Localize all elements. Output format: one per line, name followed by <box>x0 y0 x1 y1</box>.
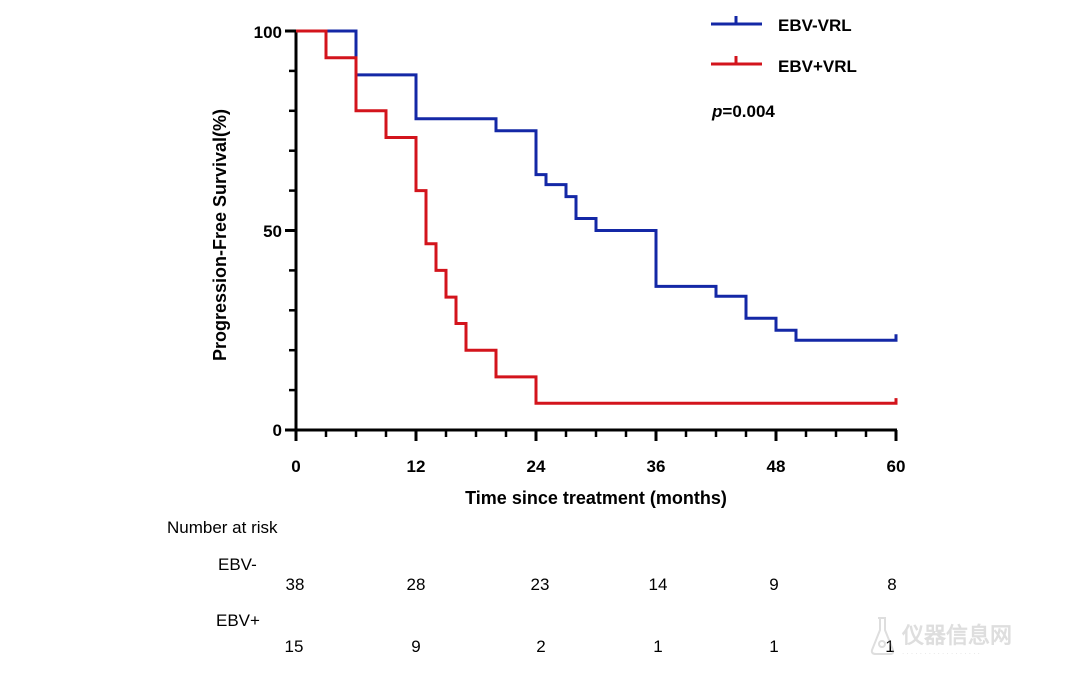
x-tick-label: 36 <box>647 457 666 476</box>
watermark-logo: 仪器信息网 · · · · · · · · · · · · · · · · · … <box>870 617 1012 658</box>
y-tick-label: 0 <box>273 421 282 440</box>
flask-icon <box>870 617 895 655</box>
y-axis-title: Progression-Free Survival(%) <box>210 109 230 361</box>
risk-count: 2 <box>536 637 546 656</box>
legend-label-ebv-minus: EBV-VRL <box>778 16 852 35</box>
legend-label-ebv-plus: EBV+VRL <box>778 57 857 76</box>
risk-count: 1 <box>653 637 663 656</box>
watermark-subtext-decoration: · · · · · · · · · · · · · · · · · · <box>902 650 980 658</box>
risk-count: 1 <box>769 637 779 656</box>
x-tick-label: 0 <box>291 457 300 476</box>
risk-count: 9 <box>769 575 779 594</box>
x-tick-label: 48 <box>767 457 786 476</box>
p-value-number: =0.004 <box>722 102 775 121</box>
risk-group-label-ebv-plus: EBV+ <box>216 611 260 630</box>
y-minor-ticks <box>289 69 296 392</box>
x-axis-title: Time since treatment (months) <box>465 488 727 508</box>
p-value-symbol: p <box>711 102 722 121</box>
risk-count: 14 <box>648 575 668 594</box>
risk-table-title: Number at risk <box>167 518 278 537</box>
x-minor-ticks <box>324 430 868 437</box>
series-line-ebv-plus <box>296 29 898 405</box>
risk-count: 1 <box>885 637 895 656</box>
x-tick-label: 12 <box>407 457 426 476</box>
x-major-ticks <box>294 430 898 441</box>
risk-count: 9 <box>411 637 421 656</box>
x-tick-label: 24 <box>527 457 546 476</box>
y-major-ticks <box>285 29 296 432</box>
legend: EBV-VRL EBV+VRL <box>711 16 857 76</box>
watermark-text: 仪器信息网 <box>901 623 1012 649</box>
risk-count: 15 <box>284 637 304 656</box>
p-value-annotation: p=0.004 <box>711 102 775 121</box>
risk-group-label-ebv-minus: EBV- <box>218 555 257 574</box>
risk-count: 38 <box>285 575 305 594</box>
x-tick-label: 60 <box>887 457 906 476</box>
km-chart: 100 50 0 0 12 24 36 48 60 Time since tre… <box>210 16 906 508</box>
risk-count: 8 <box>887 575 897 594</box>
risk-count: 28 <box>406 575 426 594</box>
y-tick-label: 50 <box>263 222 282 241</box>
series-line-ebv-minus <box>296 29 898 342</box>
risk-count: 23 <box>530 575 550 594</box>
y-tick-label: 100 <box>254 23 282 42</box>
